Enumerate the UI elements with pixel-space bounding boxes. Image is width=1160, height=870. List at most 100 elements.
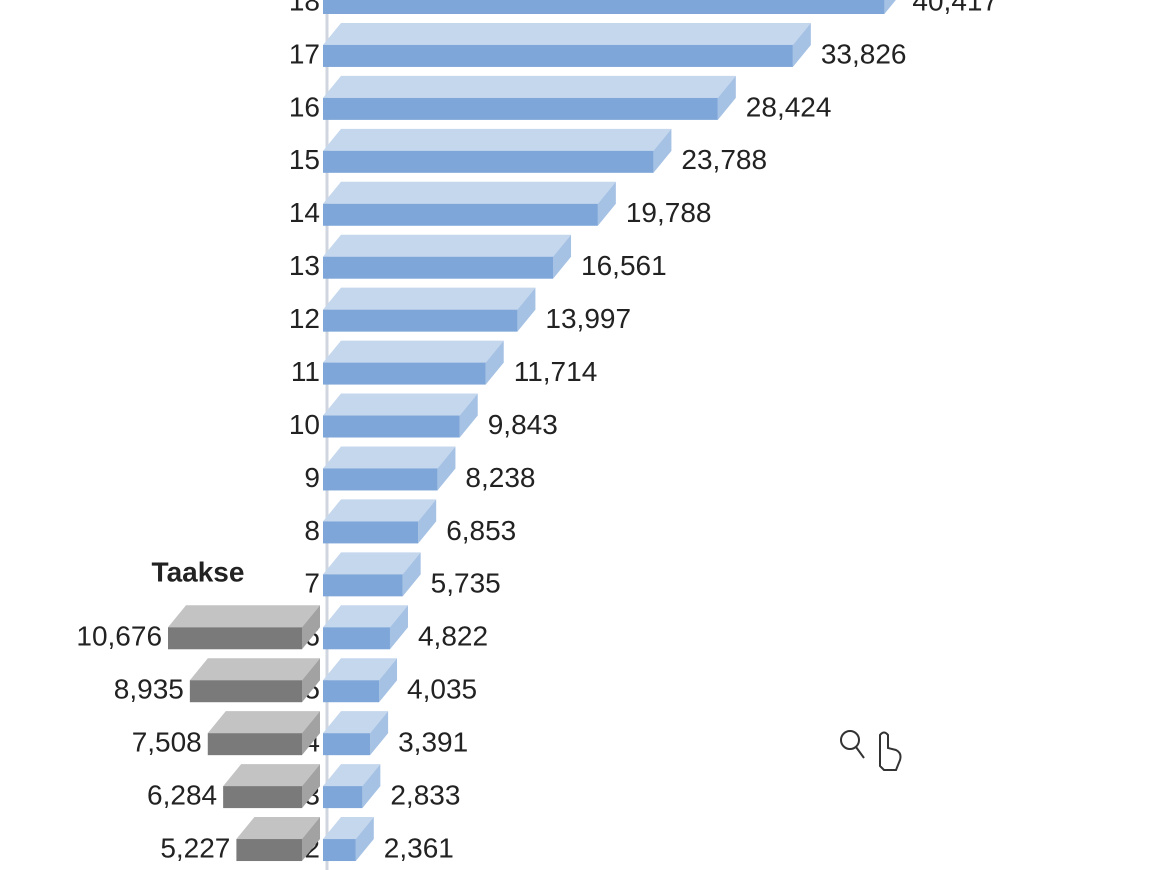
bar-side bbox=[302, 605, 320, 650]
value-label: 8,935 bbox=[114, 674, 184, 705]
bar-front bbox=[323, 256, 554, 279]
bar-top bbox=[323, 817, 374, 840]
bar-side bbox=[485, 340, 504, 385]
value-label: 33,826 bbox=[821, 38, 907, 69]
category-label: 7 bbox=[304, 568, 320, 599]
bar-top bbox=[323, 393, 478, 416]
value-label: 4,035 bbox=[407, 674, 477, 705]
bar-front bbox=[323, 521, 419, 544]
bar-top bbox=[323, 658, 398, 681]
right-bar bbox=[323, 340, 504, 385]
category-label: 17 bbox=[289, 38, 320, 69]
bar-front bbox=[323, 44, 793, 67]
category-label: 8 bbox=[304, 515, 320, 546]
bar-front bbox=[223, 786, 302, 809]
bar-top bbox=[323, 75, 736, 98]
category-label: 11 bbox=[291, 356, 320, 387]
bar-side bbox=[355, 817, 374, 862]
bar-side bbox=[653, 128, 672, 173]
category-label: 15 bbox=[289, 144, 320, 175]
bar-front bbox=[323, 362, 486, 385]
bar-top bbox=[236, 817, 320, 840]
value-label: 40,417 bbox=[912, 0, 998, 16]
bar-side bbox=[362, 764, 381, 809]
value-label: 19,788 bbox=[626, 197, 712, 228]
bar-top bbox=[323, 22, 811, 45]
bar-front bbox=[189, 680, 302, 703]
right-bar bbox=[323, 128, 672, 173]
value-label: 5,735 bbox=[431, 568, 501, 599]
bar-front bbox=[323, 786, 363, 809]
right-bar bbox=[323, 658, 398, 703]
category-label: 18 bbox=[289, 0, 320, 16]
bar-front bbox=[236, 839, 302, 862]
bar-front bbox=[323, 0, 885, 14]
bar-side bbox=[459, 393, 478, 438]
bar-side bbox=[402, 552, 421, 597]
right-bar bbox=[323, 393, 478, 438]
value-label: 5,227 bbox=[160, 832, 230, 863]
bar-front bbox=[168, 627, 302, 650]
value-label: 6,853 bbox=[446, 515, 516, 546]
right-bar bbox=[323, 817, 374, 862]
bar-top bbox=[323, 287, 536, 310]
left-bar bbox=[168, 605, 320, 650]
bar-top bbox=[207, 711, 320, 734]
bar-top bbox=[323, 605, 408, 628]
bar-side bbox=[302, 817, 320, 862]
bar-front bbox=[323, 574, 403, 597]
category-label: 9 bbox=[304, 462, 320, 493]
bar-side bbox=[302, 764, 320, 809]
bar-side bbox=[437, 446, 456, 491]
right-bar bbox=[323, 181, 616, 226]
value-label: 16,561 bbox=[581, 250, 667, 281]
bar-front bbox=[323, 203, 598, 226]
bar-side bbox=[379, 658, 398, 703]
right-bar bbox=[323, 552, 421, 597]
bar-side bbox=[370, 711, 389, 756]
bar-front bbox=[323, 150, 654, 173]
bar-side bbox=[884, 0, 896, 14]
bar-top bbox=[323, 340, 504, 363]
bar-side bbox=[792, 22, 811, 67]
bar-side bbox=[302, 711, 320, 756]
bar-side bbox=[389, 605, 408, 650]
right-bar bbox=[323, 0, 896, 14]
value-label: 23,788 bbox=[681, 144, 767, 175]
bar-top bbox=[168, 605, 320, 628]
value-label: 10,676 bbox=[76, 621, 162, 652]
bar-front bbox=[323, 627, 390, 650]
bar-side bbox=[517, 287, 536, 332]
bar-side bbox=[717, 75, 736, 120]
value-label: 4,822 bbox=[418, 621, 488, 652]
value-label: 11,714 bbox=[514, 356, 598, 387]
left-bar bbox=[207, 711, 320, 756]
bar-top bbox=[323, 764, 381, 787]
value-label: 2,833 bbox=[390, 779, 460, 810]
right-bar bbox=[323, 446, 456, 491]
right-bar bbox=[323, 234, 572, 279]
bar-side bbox=[302, 658, 320, 703]
value-label: 7,508 bbox=[132, 727, 202, 758]
bar-front bbox=[323, 415, 460, 438]
left-bar bbox=[236, 817, 320, 862]
cursor-icon bbox=[840, 730, 902, 771]
right-bar bbox=[323, 75, 736, 120]
value-label: 3,391 bbox=[398, 727, 468, 758]
value-label: 9,843 bbox=[488, 409, 558, 440]
bar-front bbox=[323, 97, 718, 120]
category-label: 13 bbox=[289, 250, 320, 281]
bar-front bbox=[207, 733, 302, 756]
category-label: 16 bbox=[289, 91, 320, 122]
bar-top bbox=[323, 446, 456, 469]
bar-top bbox=[323, 128, 672, 151]
bar-side bbox=[597, 181, 616, 226]
bar-top bbox=[323, 234, 572, 257]
value-label: 8,238 bbox=[465, 462, 535, 493]
right-bar bbox=[323, 605, 408, 650]
bar-side bbox=[553, 234, 572, 279]
bar-top bbox=[323, 499, 437, 522]
left-bar bbox=[223, 764, 320, 809]
category-label: 12 bbox=[289, 303, 320, 334]
